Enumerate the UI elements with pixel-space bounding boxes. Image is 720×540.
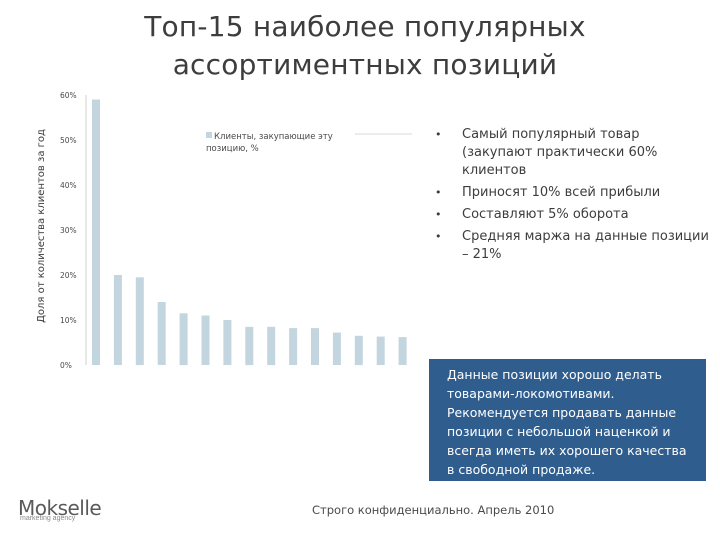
bullet-text: Самый популярный товар (закупают практич… bbox=[462, 127, 658, 178]
bar-12 bbox=[332, 332, 341, 365]
legend-label: Клиенты, закупающие эту позицию, % bbox=[206, 132, 333, 154]
y-tick-label: 50% bbox=[60, 136, 77, 145]
bar-8 bbox=[245, 326, 254, 366]
bar-5 bbox=[179, 313, 188, 366]
bar-9 bbox=[267, 326, 276, 366]
bullet-text: Приносят 10% всей прибыли bbox=[462, 185, 661, 200]
bullet-dot-icon: • bbox=[435, 230, 442, 243]
bar-11 bbox=[311, 328, 319, 365]
bullet-dot-icon: • bbox=[435, 186, 442, 199]
y-tick-label: 30% bbox=[60, 226, 77, 235]
bar-6 bbox=[201, 315, 210, 365]
y-tick-label: 10% bbox=[60, 316, 77, 325]
bullet-list: • Самый популярный товар (закупают практи… bbox=[432, 126, 710, 268]
recommendation-box: Данные позиции хорошо делать товарами-ло… bbox=[429, 359, 706, 481]
bullet-dot-icon: • bbox=[435, 128, 442, 141]
legend-swatch bbox=[206, 132, 212, 138]
company-logo-tagline: marketing agency bbox=[20, 515, 76, 522]
bar-14 bbox=[376, 336, 385, 365]
bar-4 bbox=[157, 302, 166, 365]
y-tick-label: 40% bbox=[60, 181, 77, 190]
bar-3 bbox=[135, 277, 144, 366]
slide-title: Топ-15 наиболее популярных ассортиментны… bbox=[144, 10, 586, 81]
bar-7 bbox=[223, 320, 232, 365]
bullet-dot-icon: • bbox=[435, 208, 442, 221]
bar-2 bbox=[113, 275, 122, 365]
y-tick-label: 0% bbox=[60, 361, 72, 370]
bar-1 bbox=[92, 99, 100, 365]
bullet-text: Составляют 5% оборота bbox=[462, 207, 629, 222]
bar-chart: Доля от количества клиентов за год 0% 10%… bbox=[36, 91, 412, 370]
y-tick-label: 60% bbox=[60, 91, 77, 100]
y-tick-label: 20% bbox=[60, 271, 77, 280]
footer-confidential: Строго конфиденциально. Апрель 2010 bbox=[312, 503, 555, 517]
y-axis-label: Доля от количества клиентов за год bbox=[36, 129, 47, 323]
bar-10 bbox=[289, 328, 298, 365]
bar-15 bbox=[398, 337, 407, 365]
bullet-item: • Самый популярный товар (закупают практи… bbox=[432, 126, 710, 180]
bullet-item: • Средняя маржа на данные позиции – 21% bbox=[432, 228, 710, 264]
bar-13 bbox=[354, 335, 363, 366]
bullet-text: Средняя маржа на данные позиции – 21% bbox=[462, 229, 709, 262]
bullet-item: • Составляют 5% оборота bbox=[432, 206, 710, 224]
company-logo: Mokselle bbox=[18, 496, 102, 520]
bullet-item: • Приносят 10% всей прибыли bbox=[432, 184, 710, 202]
